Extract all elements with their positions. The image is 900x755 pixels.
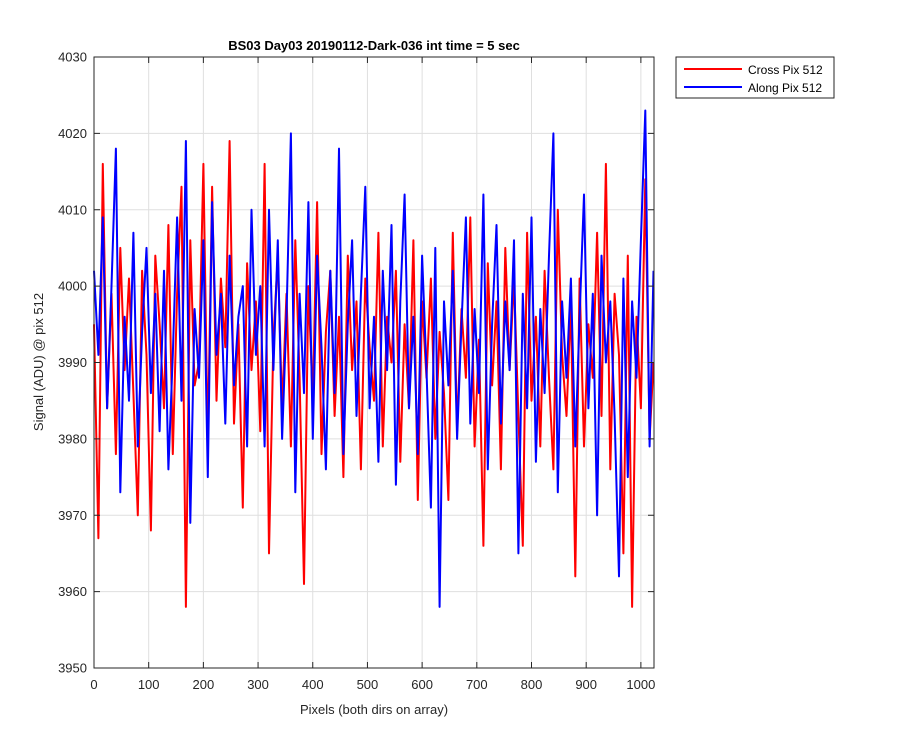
- y-tick-label: 4030: [58, 50, 87, 65]
- axis-ticks: 0 100 200 300 400 500 600 700 800 900 1000 3950 3960…: [58, 50, 655, 693]
- y-tick-label: 3960: [58, 584, 87, 599]
- y-tick-label: 4010: [58, 202, 87, 217]
- x-tick-label: 700: [466, 677, 488, 692]
- x-tick-label: 600: [411, 677, 433, 692]
- chart-title: BS03 Day03 20190112-Dark-036 int time = …: [228, 38, 520, 53]
- x-tick-label: 800: [521, 677, 543, 692]
- y-tick-label: 4000: [58, 279, 87, 294]
- x-axis-label: Pixels (both dirs on array): [300, 702, 448, 717]
- x-tick-label: 500: [357, 677, 379, 692]
- x-tick-label: 400: [302, 677, 324, 692]
- y-tick-label: 3970: [58, 508, 87, 523]
- series-line-along-pix-512: [93, 109, 655, 608]
- legend-label-cross: Cross Pix 512: [748, 63, 823, 77]
- x-tick-label: 100: [138, 677, 160, 692]
- y-tick-label: 3990: [58, 355, 87, 370]
- x-tick-label: 1000: [626, 677, 655, 692]
- y-tick-label: 4020: [58, 126, 87, 141]
- legend: Cross Pix 512 Along Pix 512: [675, 56, 835, 99]
- y-tick-label: 3950: [58, 661, 87, 676]
- x-tick-label: 0: [90, 677, 97, 692]
- legend-label-along: Along Pix 512: [748, 81, 822, 95]
- x-tick-label: 200: [193, 677, 215, 692]
- series-line-cross-pix-512: [93, 140, 655, 608]
- series-lines: [93, 109, 655, 608]
- y-axis-label: Signal (ADU) @ pix 512: [31, 293, 46, 431]
- y-tick-label: 3980: [58, 431, 87, 446]
- x-tick-label: 300: [247, 677, 269, 692]
- x-tick-label: 900: [575, 677, 597, 692]
- legend-box: [675, 56, 835, 99]
